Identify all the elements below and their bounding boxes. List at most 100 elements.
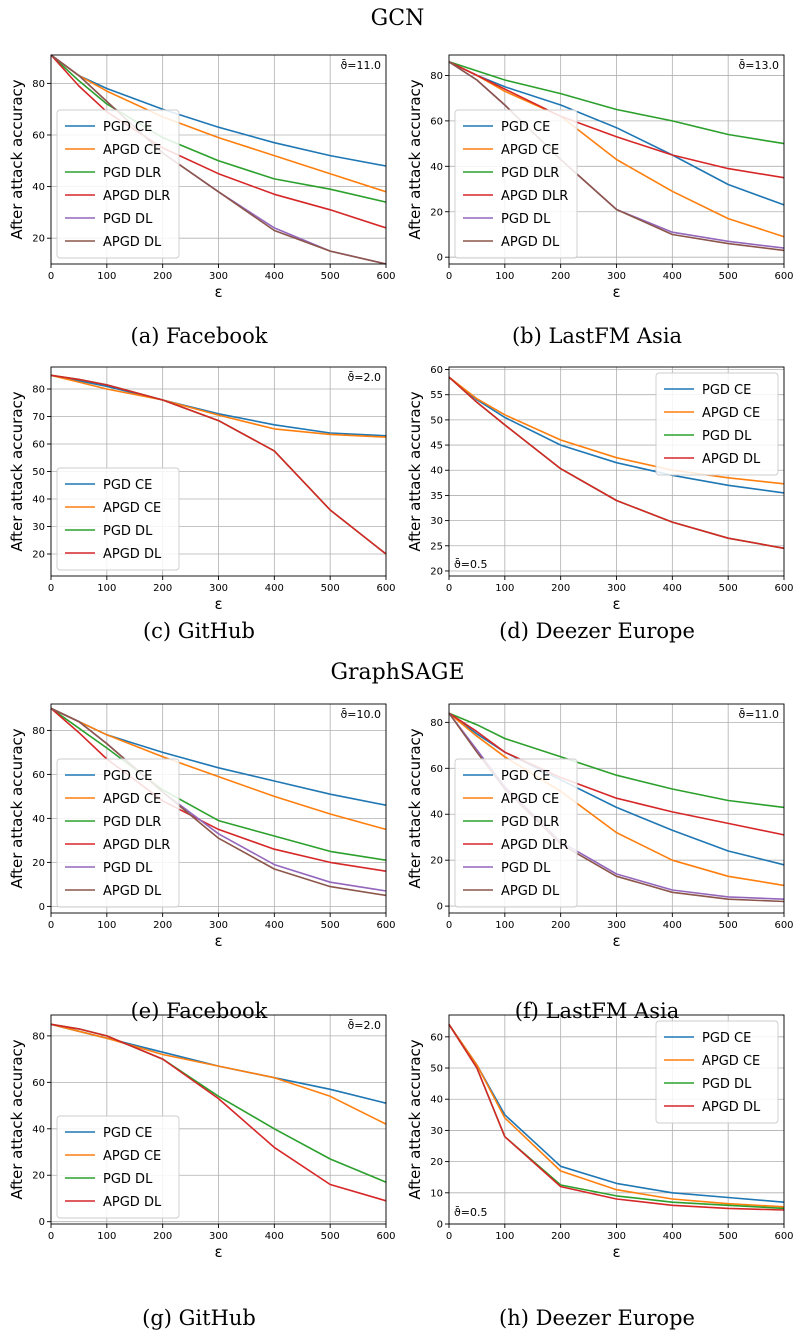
series-line-apgd-dl bbox=[50, 1023, 387, 1202]
y-tick-label: 40 bbox=[430, 162, 443, 173]
legend-label: PGD DL bbox=[103, 861, 153, 876]
x-axis-label: ε bbox=[612, 283, 620, 301]
x-tick-label: 600 bbox=[774, 1231, 793, 1242]
series-line-pgd-ce bbox=[448, 712, 785, 866]
y-tick-label: 0 bbox=[39, 902, 45, 913]
x-axis-label: ε bbox=[612, 932, 620, 950]
legend-label: APGD DL bbox=[103, 884, 162, 899]
x-tick-label: 0 bbox=[48, 583, 54, 594]
x-tick-label: 300 bbox=[209, 1231, 228, 1242]
legend-box bbox=[655, 1020, 779, 1124]
x-tick-label: 500 bbox=[719, 920, 738, 931]
legend-label: PGD DL bbox=[103, 212, 153, 227]
x-tick-label: 600 bbox=[774, 920, 793, 931]
vartheta-annotation: ϑ̄=11.0 bbox=[738, 708, 779, 721]
y-tick-label: 50 bbox=[32, 467, 45, 478]
x-tick-label: 0 bbox=[446, 583, 452, 594]
grid bbox=[50, 55, 387, 264]
series-line-apgd-ce bbox=[50, 1023, 387, 1125]
legend-label: PGD DL bbox=[702, 1077, 752, 1092]
legend-label: PGD DL bbox=[501, 212, 551, 227]
x-tick-label: 400 bbox=[663, 1231, 682, 1242]
x-tick-label: 0 bbox=[48, 1231, 54, 1242]
legend-label: APGD DL bbox=[103, 1195, 162, 1210]
y-tick-label: 30 bbox=[32, 522, 45, 533]
caption-a: (a) Facebook bbox=[130, 324, 268, 348]
legend-box bbox=[56, 109, 180, 259]
legend-label: APGD DL bbox=[501, 235, 560, 250]
legend: PGD CE APGD CE PGD DLR APGD DLR PGD DL APGD D… bbox=[56, 109, 180, 259]
x-tick-label: 300 bbox=[607, 920, 626, 931]
series-line-apgd-dl bbox=[448, 61, 785, 252]
caption-h: (h) Deezer Europe bbox=[499, 1306, 695, 1330]
x-tick-label: 400 bbox=[663, 271, 682, 282]
x-tick-label: 100 bbox=[495, 920, 514, 931]
x-tick-label: 0 bbox=[446, 271, 452, 282]
chart-b-gcn-lastfm-asia: 0 100 200 300 400 500 600 0 20 40 60 80 ε After attac… bbox=[406, 54, 794, 301]
legend-label: PGD CE bbox=[702, 1031, 751, 1046]
chart-c-gcn-github: 0 100 200 300 400 500 600 20 30 40 50 60 70 80 ε After … bbox=[8, 366, 396, 613]
series-line-apgd-dl bbox=[448, 712, 785, 903]
y-tick-label: 40 bbox=[32, 1124, 45, 1135]
series-line-apgd-ce bbox=[50, 54, 387, 193]
y-tick-label: 20 bbox=[32, 858, 45, 869]
chart-f-graphsage-lastfm-asia: 0 100 200 300 400 500 600 0 20 40 60 80 ε After attac… bbox=[406, 703, 794, 950]
legend-label: PGD DLR bbox=[103, 815, 161, 830]
x-axis-label: ε bbox=[214, 283, 222, 301]
legend-label: APGD DLR bbox=[501, 838, 568, 853]
legend-label: PGD CE bbox=[702, 383, 751, 398]
y-tick-label: 40 bbox=[32, 495, 45, 506]
x-tick-label: 100 bbox=[97, 271, 116, 282]
caption-c: (c) GitHub bbox=[142, 619, 256, 643]
y-tick-label: 60 bbox=[32, 1078, 45, 1089]
legend: PGD CE APGD CE PGD DLR APGD DLR PGD DL APGD D… bbox=[56, 758, 180, 908]
legend-label: APGD DLR bbox=[103, 838, 170, 853]
y-tick-label: 40 bbox=[430, 1095, 443, 1106]
x-tick-label: 0 bbox=[446, 1231, 452, 1242]
x-axis-label: ε bbox=[612, 1243, 620, 1261]
x-tick-label: 500 bbox=[321, 271, 340, 282]
legend-label: APGD CE bbox=[501, 792, 559, 807]
y-tick-label: 55 bbox=[430, 390, 443, 401]
x-tick-label: 500 bbox=[719, 1231, 738, 1242]
x-tick-label: 100 bbox=[97, 1231, 116, 1242]
legend-label: PGD CE bbox=[103, 478, 152, 493]
x-tick-label: 100 bbox=[97, 920, 116, 931]
legend-label: PGD DL bbox=[103, 524, 153, 539]
legend: PGD CE APGD CE PGD DL APGD DL bbox=[655, 372, 779, 476]
legend-box bbox=[454, 109, 578, 259]
y-axis-label: After attack accuracy bbox=[8, 1039, 26, 1199]
series-line-apgd-dlr bbox=[50, 54, 387, 229]
y-tick-label: 25 bbox=[430, 541, 443, 552]
vartheta-annotation: ϑ̄=11.0 bbox=[340, 59, 381, 72]
x-tick-label: 200 bbox=[153, 583, 172, 594]
y-tick-label: 40 bbox=[430, 810, 443, 821]
x-tick-label: 200 bbox=[153, 1231, 172, 1242]
series-line-apgd-ce bbox=[50, 374, 387, 438]
series-line-apgd-dl bbox=[50, 374, 387, 555]
legend-label: PGD DLR bbox=[501, 815, 559, 830]
chart-a-gcn-facebook: 0 100 200 300 400 500 600 20 40 60 80 ε After attack… bbox=[8, 54, 396, 301]
y-tick-label: 80 bbox=[32, 385, 45, 396]
legend-label: APGD DLR bbox=[103, 189, 170, 204]
caption-d: (d) Deezer Europe bbox=[499, 619, 695, 643]
legend-box bbox=[56, 758, 180, 908]
y-tick-label: 80 bbox=[430, 71, 443, 82]
vartheta-annotation: ϑ̄=0.5 bbox=[454, 558, 488, 571]
chart-e-graphsage-facebook: 0 100 200 300 400 500 600 0 20 40 60 80 ε After attac… bbox=[8, 703, 396, 950]
y-tick-label: 80 bbox=[430, 718, 443, 729]
y-tick-label: 20 bbox=[32, 234, 45, 245]
y-tick-label: 20 bbox=[430, 856, 443, 867]
vartheta-annotation: ϑ̄=0.5 bbox=[454, 1206, 488, 1219]
x-tick-label: 300 bbox=[607, 583, 626, 594]
y-axis-label: After attack accuracy bbox=[406, 1039, 424, 1199]
legend-box bbox=[454, 758, 578, 908]
y-tick-label: 45 bbox=[430, 441, 443, 452]
legend-label: PGD CE bbox=[103, 769, 152, 784]
legend-label: APGD DL bbox=[702, 1100, 761, 1115]
x-tick-label: 400 bbox=[265, 1231, 284, 1242]
y-tick-label: 60 bbox=[32, 770, 45, 781]
y-tick-label: 40 bbox=[430, 466, 443, 477]
series-line-apgd-dl bbox=[448, 376, 785, 550]
y-tick-label: 20 bbox=[430, 566, 443, 577]
